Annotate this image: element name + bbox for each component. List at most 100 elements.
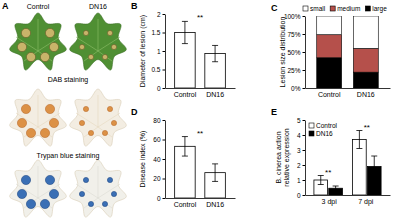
lesion (88, 54, 93, 59)
leaf-vein (84, 127, 98, 137)
leaf-photo (10, 13, 67, 70)
row-label: Trypan blue staining (37, 152, 100, 160)
bar-segment (317, 35, 342, 58)
panel-label: C (271, 3, 278, 13)
lesion (79, 44, 84, 49)
tick: 60 (153, 136, 165, 143)
error-bar-cap (182, 21, 188, 22)
tick-mark (303, 70, 306, 71)
tick-label: DN16 (206, 91, 224, 98)
axis-line (165, 15, 166, 89)
bar-segment (317, 16, 342, 35)
error-bar-cap (212, 45, 218, 46)
error-bar (318, 176, 324, 185)
leaf-vein (38, 184, 60, 198)
leaf-vein (38, 198, 52, 208)
leaf-vein (98, 19, 99, 51)
tick: 0.5 (151, 66, 165, 73)
x-axis: Control DN16 (166, 198, 236, 208)
tick: DN16 (206, 198, 224, 208)
lesion (79, 191, 84, 196)
panel-label: B (131, 1, 138, 11)
lesion (45, 175, 54, 184)
tick-label: 80 (153, 117, 161, 124)
tick: 80 (153, 117, 165, 124)
x-axis: 3 dpi7 dpi (306, 195, 391, 206)
error-bar (356, 131, 362, 149)
plot-area (317, 16, 379, 88)
tick-mark (303, 52, 306, 53)
tick-mark (303, 135, 306, 136)
error-bar-cap (356, 148, 362, 149)
tick: DN16 (206, 88, 224, 98)
tick: 0% (291, 85, 305, 92)
panel-label: E (271, 107, 277, 117)
legend-swatch (330, 6, 335, 11)
tick: 0 (157, 85, 165, 92)
leaf (10, 89, 67, 146)
plot-area (175, 137, 226, 198)
error-bar-stem (184, 137, 185, 157)
tick-label: 50% (287, 49, 300, 56)
leaf-vein (98, 127, 112, 137)
y-axis-title: relative expression (283, 128, 291, 186)
axis-line (306, 195, 391, 196)
tick-label: 60 (153, 136, 161, 143)
leaf-vein (98, 184, 120, 198)
lesion (83, 30, 88, 35)
error-bar (212, 45, 218, 61)
tick-label: 100% (284, 13, 301, 20)
tick-label: Control (174, 201, 197, 208)
tick: 50% (287, 49, 305, 56)
tick-mark (163, 14, 166, 15)
tick: 25% (287, 67, 305, 74)
tick-label: 0.5 (151, 66, 160, 73)
lesion (21, 104, 30, 113)
significance: ** (197, 13, 203, 22)
leaf-vein (98, 166, 99, 198)
lesion (79, 120, 84, 125)
lesion (40, 199, 49, 208)
photo-panel: AControlDN16DAB stainingTrypan blue stai… (2, 1, 126, 217)
error-bar-cap (318, 175, 324, 176)
tick-label: 7 dpi (358, 198, 374, 206)
tick-mark (163, 88, 166, 89)
error-bar-cap (356, 130, 362, 131)
lesion (40, 52, 49, 61)
lesion (45, 28, 54, 37)
leaf-vein (76, 184, 98, 198)
lesion (40, 128, 49, 137)
leaf-vein (24, 51, 38, 61)
error-bar-stem (374, 156, 375, 177)
legend-label: DN16 (316, 130, 333, 137)
leaf-photo (70, 13, 127, 70)
tick: 100% (284, 13, 305, 20)
tick: 1 (297, 177, 305, 184)
error-bar-cap (318, 184, 324, 185)
error-bar (212, 164, 218, 182)
bar-segment (353, 16, 378, 48)
lesion (26, 199, 35, 208)
axis-line (166, 198, 236, 199)
column-label: DN16 (89, 3, 107, 10)
y-axis-title: Disease index (%) (139, 131, 147, 188)
leaf-vein (38, 51, 52, 61)
tick-mark (163, 51, 166, 52)
significance: ** (364, 123, 370, 132)
legend-swatch (309, 131, 314, 136)
lesion (83, 106, 88, 111)
leaf-vein (38, 113, 60, 127)
leaf-vein (98, 37, 120, 51)
tick-label: 0 (157, 195, 161, 202)
x-axis: ControlDN16 (306, 88, 391, 98)
leaf-photo (70, 160, 127, 217)
error-bar (182, 137, 188, 157)
y-axis: 0%25%50%75%100% (284, 13, 306, 92)
lesion (102, 130, 107, 135)
tick-mark (303, 34, 306, 35)
tick: 3 (297, 147, 305, 154)
lesion (107, 106, 112, 111)
error-bar (371, 156, 377, 177)
error-bar (333, 186, 339, 191)
tick-label: DN16 (206, 201, 224, 208)
